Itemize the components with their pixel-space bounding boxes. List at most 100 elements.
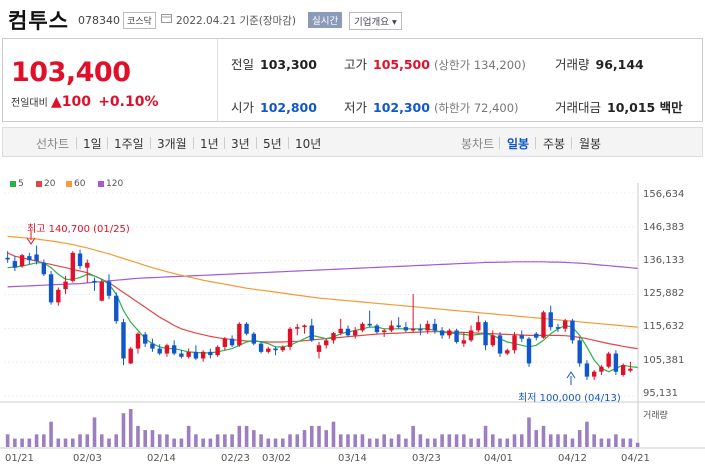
candle-down (143, 334, 148, 344)
tab-daily[interactable]: 일봉 (507, 137, 530, 151)
volume-bar (563, 434, 568, 447)
trade-amount: 거래대금 10,015 백만 (555, 100, 683, 115)
candle-down (208, 351, 213, 356)
stock-name: 컴투스 (8, 9, 69, 33)
volume-bar (621, 438, 625, 447)
tab-1day[interactable]: 1일 (83, 137, 102, 151)
volume-bar (635, 442, 640, 447)
candle-up (490, 335, 495, 346)
tab-1year[interactable]: 1년 (200, 137, 219, 151)
candle-up (215, 346, 220, 356)
candle-down (309, 325, 314, 341)
volume-bar (259, 434, 263, 447)
candle-down (5, 257, 10, 260)
volume-bar (157, 434, 162, 447)
candle-up (302, 325, 307, 328)
legend-ma20: 20 (36, 179, 55, 189)
volume-legend: 거래량 (643, 411, 668, 421)
candle-down (548, 312, 553, 328)
candle-up (512, 335, 517, 351)
candle-up (63, 281, 68, 290)
volume-bar (440, 434, 444, 447)
tab-monthly[interactable]: 월봉 (579, 137, 602, 151)
volume-bar (324, 430, 329, 447)
volume-bar (295, 434, 300, 447)
tab-weekly[interactable]: 주봉 (543, 137, 566, 151)
candle-down (171, 345, 177, 354)
volume-bar (404, 438, 408, 447)
candle-down (48, 274, 54, 303)
tab-3month[interactable]: 3개월 (157, 137, 187, 151)
candle-down (34, 254, 39, 262)
volume-bar (13, 438, 17, 447)
volume-bar (165, 434, 169, 447)
tab-10year[interactable]: 10년 (295, 137, 322, 151)
up-arrow-icon: ▲ (51, 94, 62, 110)
tab-candle-chart[interactable]: 봉차트 (461, 137, 495, 151)
market-badge: 코스닥 (123, 12, 156, 29)
volume-bar (70, 438, 75, 447)
tab-3year[interactable]: 3년 (231, 137, 250, 151)
volume-bar (447, 434, 452, 447)
change-value: 100 (61, 94, 92, 110)
legend-ma120: 120 (98, 179, 123, 189)
tab-line-chart[interactable]: 선차트 (36, 137, 70, 151)
volume-bar (592, 434, 596, 447)
volume-bar (512, 434, 517, 447)
tab-1week[interactable]: 1주일 (114, 137, 144, 151)
volume-bar (469, 438, 473, 447)
tab-5year[interactable]: 5년 (263, 137, 282, 151)
candle-down (374, 325, 380, 333)
volume-bar (194, 434, 198, 447)
candle-down (526, 338, 532, 364)
volume-bar (136, 425, 140, 447)
base-date: 2022.04.21 기준(장마감) (176, 15, 296, 27)
volume-bar (454, 434, 459, 447)
x-tick: 04/12 (558, 453, 587, 464)
candle-up (599, 366, 604, 372)
candle-up (620, 365, 626, 375)
candle-up (468, 330, 474, 341)
volume-bar (577, 430, 582, 447)
volume-bar (42, 434, 46, 447)
company-info-dropdown[interactable]: 기업개요 ▾ (349, 12, 402, 30)
calendar-icon (161, 14, 172, 23)
candle-down (555, 327, 561, 329)
candle-up (541, 312, 546, 338)
y-tick: 95,131 (643, 388, 678, 399)
volume-bar (585, 421, 589, 447)
price-change: 전일대비 ▲100 +0.10% (11, 94, 159, 110)
candle-up (200, 351, 206, 359)
stock-header: 컴투스 078340 코스닥 2022.04.21 기준(장마감) 실시간 기업… (0, 0, 705, 36)
volume-bar (606, 438, 611, 447)
low-marker-arrow (566, 371, 576, 379)
candle-up (563, 320, 568, 329)
candle-up (85, 262, 90, 268)
candle-up (331, 333, 336, 341)
candle-down (251, 333, 257, 344)
y-tick: 115,632 (643, 321, 685, 332)
candle-down (106, 281, 112, 296)
low-price: 저가 102,300 (하한가 72,400) (344, 100, 519, 115)
candle-down (534, 333, 539, 338)
candle-down (12, 261, 18, 268)
ma120-line (7, 261, 638, 288)
candle-down (114, 295, 119, 322)
realtime-button[interactable]: 실시간 (308, 12, 343, 28)
candle-up (353, 330, 358, 336)
candle-down (584, 363, 590, 377)
candle-up (99, 281, 104, 301)
candle-up (295, 327, 300, 329)
candle-down (193, 351, 199, 359)
volume-bar (63, 438, 68, 447)
candle-up (381, 330, 387, 333)
candle-down (150, 343, 155, 349)
volume-bar (614, 434, 618, 447)
volume-bar (128, 409, 133, 447)
x-tick: 03/14 (338, 453, 367, 464)
candle-up (447, 330, 452, 336)
y-tick: 136,133 (643, 255, 685, 266)
candle-down (454, 330, 459, 342)
ma20-line (7, 252, 638, 350)
volume-bar (534, 430, 539, 447)
